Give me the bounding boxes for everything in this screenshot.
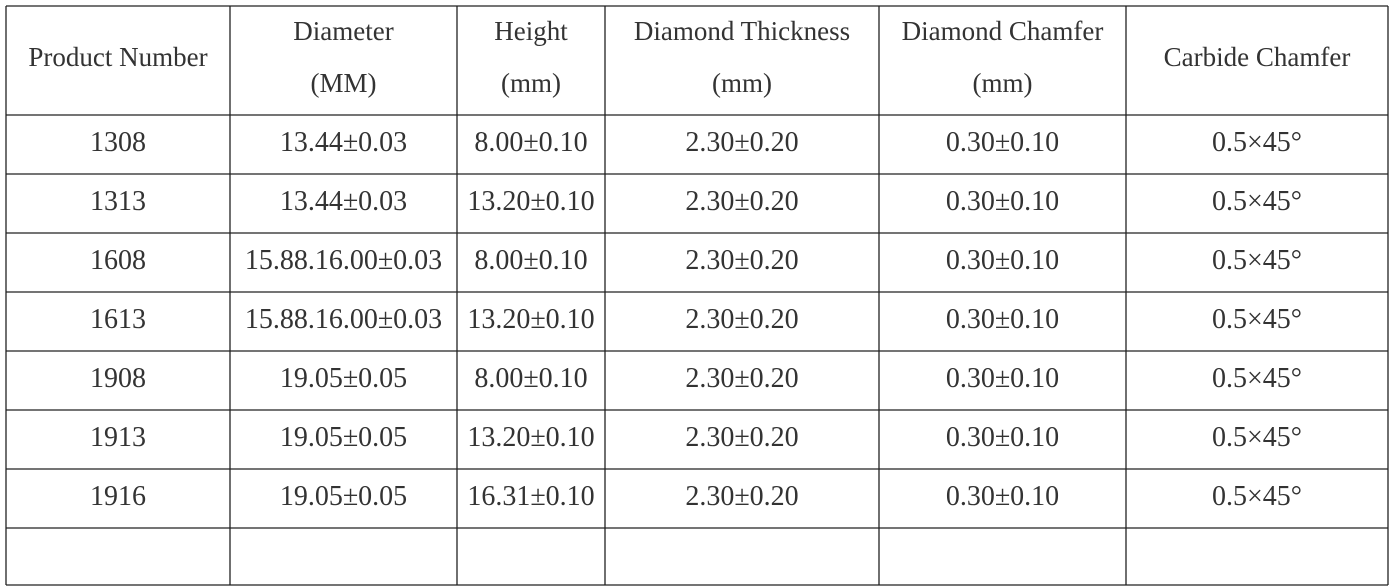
table-cell: 1313 [90, 186, 146, 217]
table-cell: 0.30±0.10 [946, 245, 1059, 276]
table-cell: 0.30±0.10 [946, 127, 1059, 158]
table-cell: 0.5×45° [1212, 481, 1302, 512]
header-cell: Product Number [28, 42, 207, 72]
header-cell: Height [494, 16, 568, 46]
table-cell: 13.44±0.03 [280, 186, 407, 217]
table-cell: 13.20±0.10 [467, 186, 594, 217]
header-cell: Diamond Thickness [634, 16, 850, 46]
table-cell: 0.30±0.10 [946, 304, 1059, 335]
table-cell: 0.30±0.10 [946, 363, 1059, 394]
table-cell: 1608 [90, 245, 146, 276]
table-cell: 2.30±0.20 [685, 481, 798, 512]
table-cell: 1613 [90, 304, 146, 335]
table-cell: 19.05±0.05 [280, 422, 407, 453]
header-cell: (mm) [973, 68, 1033, 98]
table-cell: 8.00±0.10 [474, 127, 587, 158]
table-cell: 0.5×45° [1212, 127, 1302, 158]
table-cell: 0.5×45° [1212, 245, 1302, 276]
table-cell: 13.20±0.10 [467, 422, 594, 453]
table-cell: 1308 [90, 127, 146, 158]
header-cell: (mm) [501, 68, 561, 98]
table-cell: 13.44±0.03 [280, 127, 407, 158]
header-cell: Diameter [293, 16, 393, 46]
table-cell: 0.5×45° [1212, 363, 1302, 394]
header-cell: (MM) [311, 68, 377, 98]
table-cell: 2.30±0.20 [685, 363, 798, 394]
header-cell: Diamond Chamfer [902, 16, 1104, 46]
table-cell: 0.5×45° [1212, 304, 1302, 335]
table-cell: 1908 [90, 363, 146, 394]
table-cell: 0.30±0.10 [946, 481, 1059, 512]
table-cell: 0.5×45° [1212, 422, 1302, 453]
table-cell: 16.31±0.10 [467, 481, 594, 512]
header-cell: (mm) [712, 68, 772, 98]
table-cell: 2.30±0.20 [685, 422, 798, 453]
table-cell: 8.00±0.10 [474, 363, 587, 394]
table-cell: 1913 [90, 422, 146, 453]
table-cell: 2.30±0.20 [685, 245, 798, 276]
table-cell: 2.30±0.20 [685, 186, 798, 217]
table-cell: 19.05±0.05 [280, 363, 407, 394]
table-cell: 8.00±0.10 [474, 245, 587, 276]
table-cell: 15.88.16.00±0.03 [245, 245, 442, 276]
header-cell: Carbide Chamfer [1164, 42, 1351, 72]
table-cell: 0.30±0.10 [946, 422, 1059, 453]
table-cell: 1916 [90, 481, 146, 512]
table-cell: 13.20±0.10 [467, 304, 594, 335]
table-cell: 0.5×45° [1212, 186, 1302, 217]
table-cell: 19.05±0.05 [280, 481, 407, 512]
table-cell: 2.30±0.20 [685, 127, 798, 158]
table-cell: 15.88.16.00±0.03 [245, 304, 442, 335]
table-cell: 2.30±0.20 [685, 304, 798, 335]
table-cell: 0.30±0.10 [946, 186, 1059, 217]
